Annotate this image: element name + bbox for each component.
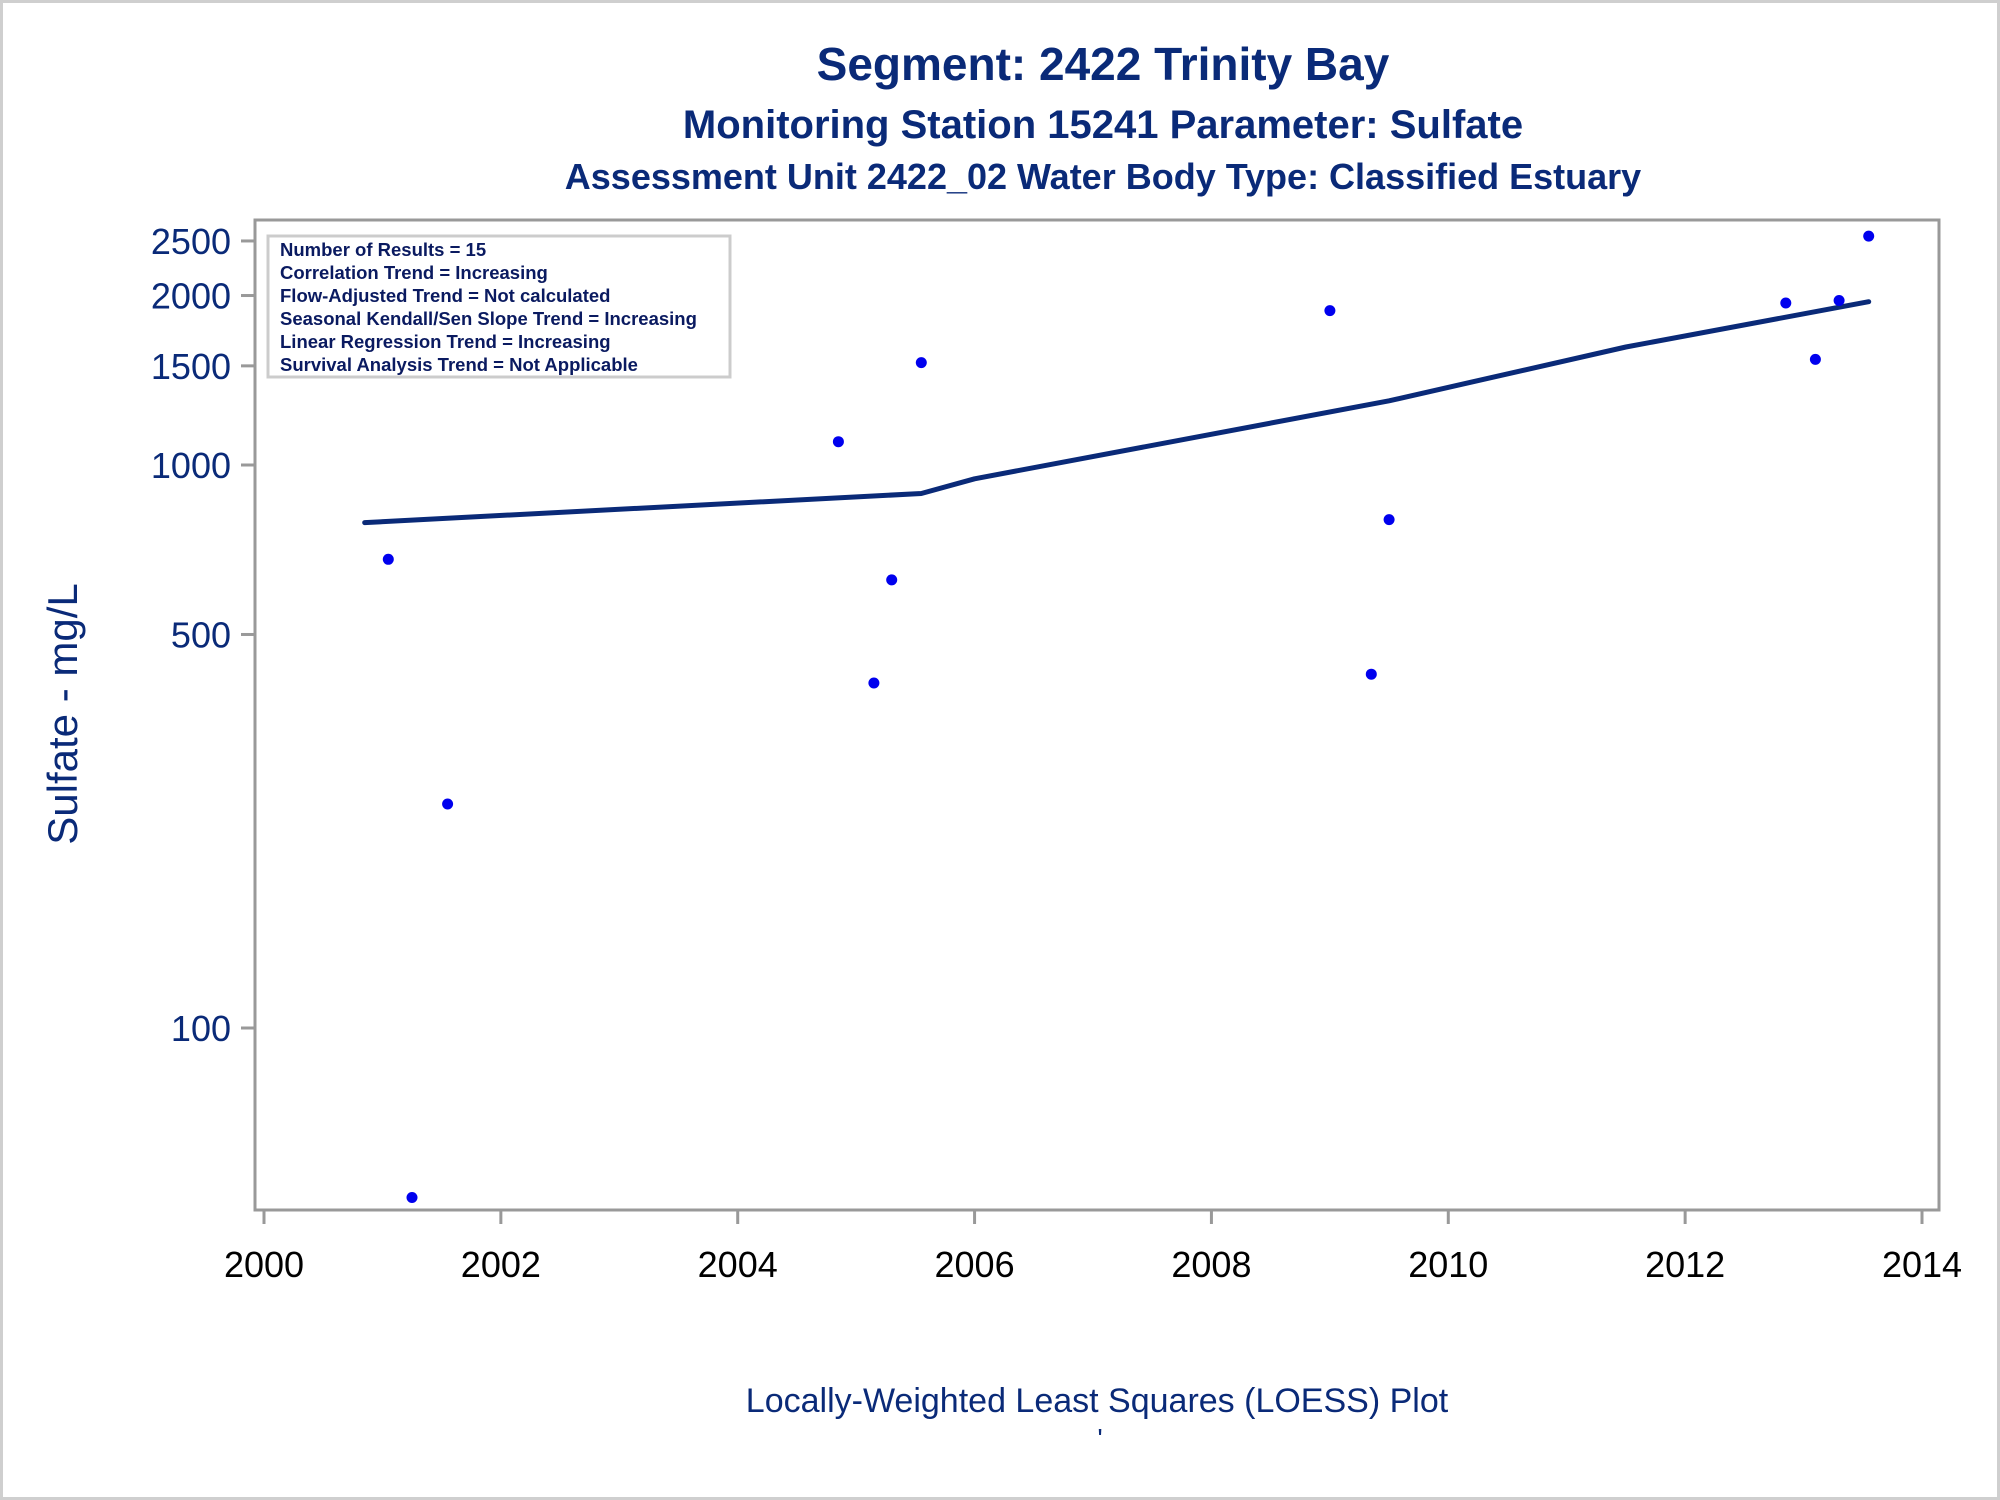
- y-tick-label: 2500: [151, 221, 231, 262]
- data-point: [406, 1192, 418, 1203]
- legend-entry: Number of Results = 15: [280, 239, 486, 260]
- data-point: [886, 574, 898, 586]
- data-point: [1383, 514, 1395, 526]
- x-tick-label: 2014: [1882, 1244, 1962, 1285]
- loess-curve: [362, 299, 1872, 526]
- x-axis: 2000 2002 2004 2006 2008 2010 2012 2014: [224, 1210, 1962, 1285]
- legend-entry: Seasonal Kendall/Sen Slope Trend = Incre…: [280, 308, 697, 329]
- data-point: [832, 436, 844, 448]
- data-point: [1833, 295, 1845, 306]
- legend-box: [266, 234, 732, 379]
- x-axis-label: Locally-Weighted Least Squares (LOESS) P…: [746, 1382, 1449, 1420]
- legend-entry: Correlation Trend = Increasing: [280, 262, 548, 283]
- legend-entry: Flow-Adjusted Trend = Not calculated: [280, 285, 610, 306]
- x-tick-label: 2004: [698, 1244, 778, 1285]
- chart-title: Segment: 2422 Trinity Bay: [817, 38, 1390, 90]
- data-point: [1780, 297, 1792, 309]
- y-tick-label: 2000: [151, 276, 231, 317]
- x-tick-label: 2012: [1645, 1244, 1725, 1285]
- y-tick-label: 500: [171, 614, 231, 655]
- data-point: [1365, 668, 1377, 680]
- legend-entry: Linear Regression Trend = Increasing: [280, 331, 611, 352]
- scatter-points: [359, 230, 1875, 1203]
- plot-area: [253, 218, 1941, 1212]
- x-tick-label: 2000: [224, 1244, 304, 1285]
- data-point: [868, 677, 880, 689]
- y-axis: 100 500 1000 1500 2000 2500: [151, 221, 255, 1049]
- x-tick-label: 2010: [1408, 1244, 1488, 1285]
- y-tick-label: 100: [171, 1008, 231, 1049]
- data-point: [442, 798, 454, 810]
- data-point: [1809, 353, 1821, 365]
- chart-subtitle-2: Assessment Unit 2422_02 Water Body Type:…: [565, 156, 1641, 197]
- data-point: [382, 553, 394, 565]
- x-tick-label: 2008: [1171, 1244, 1251, 1285]
- x-tick-label: 2006: [935, 1244, 1015, 1285]
- footnote: ': [1097, 1423, 1102, 1454]
- data-point: [1863, 230, 1875, 242]
- y-axis-label: Sulfate - mg/L: [39, 583, 86, 844]
- x-tick-label: 2002: [461, 1244, 541, 1285]
- y-tick-label: 1000: [151, 445, 231, 486]
- data-point: [915, 357, 927, 369]
- loess-line: [362, 299, 1872, 526]
- chart-subtitle: Monitoring Station 15241 Parameter: Sulf…: [683, 103, 1523, 147]
- y-tick-label: 1500: [151, 346, 231, 387]
- legend-entry: Survival Analysis Trend = Not Applicable: [280, 354, 638, 375]
- data-point: [1324, 305, 1336, 317]
